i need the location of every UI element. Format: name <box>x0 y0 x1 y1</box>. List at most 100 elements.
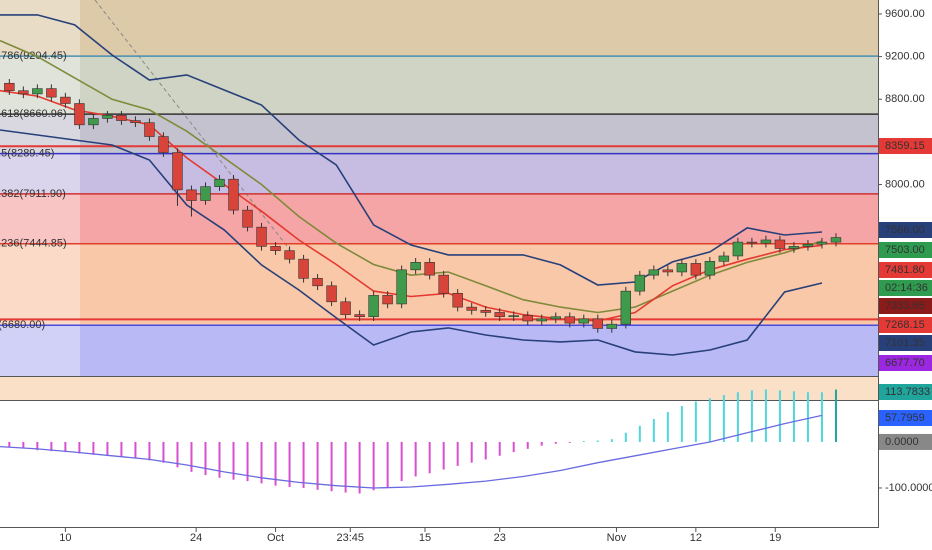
price-tag-label: 7101.35 <box>885 337 925 349</box>
candle-body <box>578 318 589 324</box>
candle-body <box>746 241 758 244</box>
fib-zone <box>0 0 878 57</box>
candle-body <box>494 312 505 318</box>
histogram-bar <box>414 441 417 477</box>
histogram-bar <box>806 392 809 442</box>
x-tick-label: 23 <box>494 532 506 544</box>
price-tag-label: 7566.00 <box>885 224 925 236</box>
candle-body <box>760 239 772 244</box>
candle-body <box>690 263 702 276</box>
price-tag-label: 6677.70 <box>885 357 925 369</box>
candle-body <box>270 246 281 251</box>
histogram-bar <box>260 441 263 484</box>
y-tick-label: 9200.00 <box>885 51 925 63</box>
histogram-bar <box>50 441 53 452</box>
histogram-bar <box>666 412 669 442</box>
price-tag <box>879 298 932 314</box>
x-tick-label: 24 <box>190 532 202 544</box>
histogram-bar <box>120 441 123 458</box>
y-tick-label: 8000.00 <box>885 178 925 190</box>
candle-body <box>508 315 519 318</box>
histogram-bar <box>358 441 361 494</box>
value-tag <box>879 410 932 426</box>
candle-body <box>438 274 449 294</box>
histogram-bar <box>316 441 319 490</box>
candle-body <box>214 178 225 187</box>
candle-body <box>4 82 15 92</box>
price-tag <box>879 138 932 154</box>
price-tag <box>879 262 932 278</box>
candle-body <box>368 295 379 318</box>
candle-body <box>424 262 435 276</box>
histogram-bar <box>722 395 725 442</box>
candle-body <box>144 122 155 137</box>
histogram-bar <box>498 441 501 456</box>
candle-body <box>564 316 575 324</box>
histogram-bar <box>232 441 235 480</box>
histogram-bar <box>148 441 151 461</box>
signal-line <box>0 414 823 489</box>
fib-zone <box>0 325 878 376</box>
price-tag-label: 7268.15 <box>885 319 925 331</box>
value-tag <box>879 384 932 400</box>
fib-label: 0(6680.00) <box>0 319 45 331</box>
price-tag-label: 7503.00 <box>885 244 925 256</box>
x-tick-label: 10 <box>59 532 71 544</box>
candle-body <box>816 241 828 245</box>
histogram-bar <box>764 389 767 442</box>
candle-body <box>172 152 183 191</box>
candle-body <box>802 243 814 247</box>
histogram-bar <box>400 441 403 482</box>
price-tag-label: 02:14:36 <box>885 282 928 294</box>
candle-body <box>382 295 393 305</box>
histogram-bar <box>246 441 249 482</box>
histogram-bar <box>512 441 515 453</box>
histogram-bar <box>778 390 781 442</box>
candle-body <box>32 88 43 95</box>
indicator-line <box>0 129 823 356</box>
price-tag-label: 7481.80 <box>885 264 925 276</box>
histogram-bar <box>540 441 543 446</box>
left-shade <box>0 0 80 376</box>
candle-body <box>606 323 618 329</box>
candle-body <box>200 186 211 201</box>
histogram-bar <box>596 440 599 442</box>
histogram-bar <box>792 391 795 442</box>
candle-body <box>60 96 71 104</box>
y-tick-label: 8800.00 <box>885 93 925 105</box>
candle-body <box>648 269 660 276</box>
axis-layer: 9600.00 9200.00 8800.00 8000.00 10 24 Oct 23:45… <box>59 8 932 544</box>
candle-body <box>102 114 113 119</box>
candle-body <box>186 189 197 201</box>
histogram-bar <box>694 401 697 442</box>
candle-body <box>410 262 421 271</box>
candle-body <box>676 263 688 273</box>
price-tag-label: 7333.65 <box>885 300 925 312</box>
histogram-bar <box>456 441 459 466</box>
candle-body <box>634 274 646 292</box>
price-tag <box>879 242 932 258</box>
histogram-bar <box>834 389 837 442</box>
zero-tag <box>879 433 932 450</box>
candle-body <box>312 278 323 287</box>
candle-body <box>46 88 57 98</box>
y-tick-label: 0.0000 <box>885 436 919 448</box>
histogram-bar <box>624 432 627 442</box>
histogram-bar <box>526 441 529 449</box>
candle-body <box>158 136 169 153</box>
histogram-bar <box>78 441 81 454</box>
value-tag-label: 57.7959 <box>885 412 925 424</box>
histogram-bar <box>330 441 333 492</box>
histogram-bar <box>750 390 753 442</box>
osc-top-strip <box>0 377 878 400</box>
candle-body <box>256 226 267 247</box>
price-tag <box>879 317 932 333</box>
indicator-line <box>0 39 823 314</box>
histogram-bar <box>8 441 11 447</box>
fib-label: 0.786(9204.45) <box>0 50 67 62</box>
trend-line <box>94 0 291 251</box>
histogram-bar <box>190 441 193 472</box>
fib-zone <box>0 193 878 244</box>
histogram-bar <box>106 441 109 456</box>
candle-body <box>830 237 842 243</box>
